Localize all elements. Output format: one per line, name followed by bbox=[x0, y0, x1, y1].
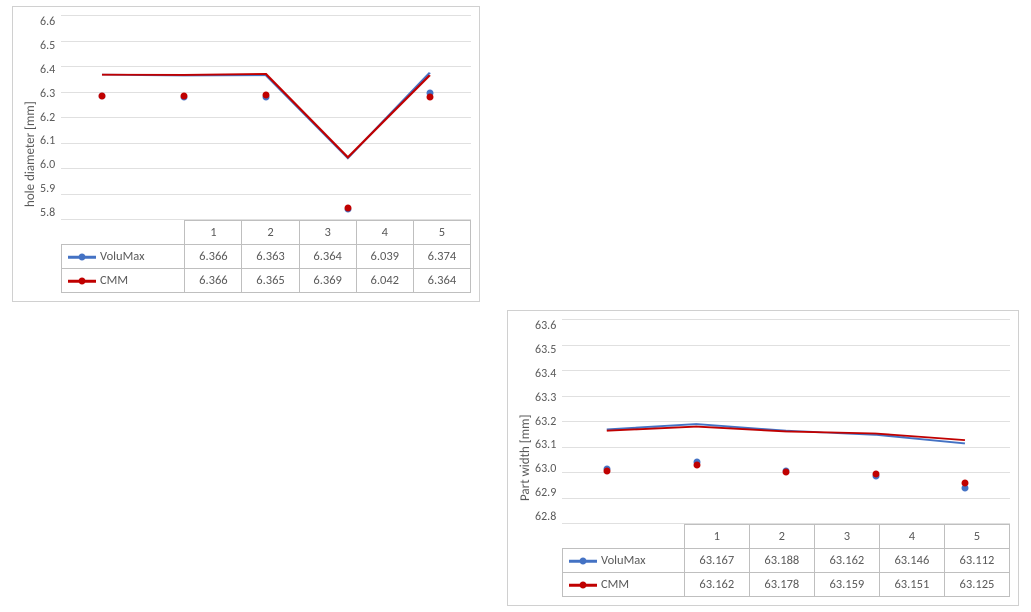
y-tick-label: 5.9 bbox=[40, 182, 55, 196]
series-name: CMM bbox=[100, 273, 128, 288]
data-cell: 6.042 bbox=[356, 269, 413, 293]
table-row: CMM 6.3666.3656.3696.0426.364 bbox=[62, 269, 471, 293]
category-header: 2 bbox=[242, 221, 299, 245]
y-axis-label: hole diameter [mm] bbox=[21, 15, 40, 293]
data-cell: 6.366 bbox=[185, 269, 242, 293]
data-point-marker bbox=[345, 205, 352, 212]
table-row: VoluMax 63.16763.18863.16263.14663.112 bbox=[563, 549, 1010, 573]
y-tick-label: 6.2 bbox=[40, 111, 55, 125]
data-point-marker bbox=[872, 471, 879, 478]
category-header: 1 bbox=[185, 221, 242, 245]
data-point-marker bbox=[263, 91, 270, 98]
data-cell: 63.146 bbox=[879, 549, 944, 573]
y-tick-label: 63.5 bbox=[535, 343, 556, 357]
data-cell: 6.369 bbox=[299, 269, 356, 293]
table-row: VoluMax 6.3666.3636.3646.0396.374 bbox=[62, 245, 471, 269]
data-cell: 63.178 bbox=[749, 573, 814, 597]
category-header: 2 bbox=[749, 525, 814, 549]
legend-cell: CMM bbox=[62, 269, 185, 293]
data-cell: 6.364 bbox=[413, 269, 470, 293]
y-tick-label: 6.0 bbox=[40, 158, 55, 172]
y-tick-label: 5.8 bbox=[40, 206, 55, 220]
category-header: 4 bbox=[356, 221, 413, 245]
y-axis-label: Part width [mm] bbox=[516, 319, 535, 597]
data-cell: 6.039 bbox=[356, 245, 413, 269]
legend-cell: VoluMax bbox=[62, 245, 185, 269]
data-point-marker bbox=[693, 462, 700, 469]
data-cell: 63.162 bbox=[684, 573, 749, 597]
data-cell: 63.125 bbox=[944, 573, 1009, 597]
series-name: VoluMax bbox=[100, 249, 145, 264]
y-tick-label: 6.1 bbox=[40, 134, 55, 148]
y-tick-label: 6.3 bbox=[40, 87, 55, 101]
y-tick-label: 63.1 bbox=[535, 438, 556, 452]
plot-area bbox=[562, 319, 1010, 524]
grid-line bbox=[562, 523, 1010, 524]
data-table: 12345VoluMax6.3666.3636.3646.0396.374CMM… bbox=[61, 220, 471, 293]
data-point-marker bbox=[962, 480, 969, 487]
category-header: 3 bbox=[299, 221, 356, 245]
legend-cell: VoluMax bbox=[563, 549, 685, 573]
data-point-marker bbox=[181, 93, 188, 100]
y-tick-label: 6.4 bbox=[40, 63, 55, 77]
chart-part-width: Part width [mm] 63.6 63.5 63.4 63.3 63.2 63.1… bbox=[507, 310, 1019, 606]
y-tick-label: 63.4 bbox=[535, 367, 556, 381]
data-cell: 6.365 bbox=[242, 269, 299, 293]
legend-swatch bbox=[68, 276, 96, 286]
legend-swatch bbox=[569, 556, 597, 566]
series-line bbox=[61, 15, 471, 219]
table-row: CMM 63.16263.17863.15963.15163.125 bbox=[563, 573, 1010, 597]
legend-swatch bbox=[569, 580, 597, 590]
data-point-marker bbox=[604, 467, 611, 474]
y-tick-label: 62.9 bbox=[535, 486, 556, 500]
chart-hole-diameter: hole diameter [mm] 6.6 6.5 6.4 6.3 6.2 6.1 6.0… bbox=[12, 6, 480, 302]
category-header: 5 bbox=[413, 221, 470, 245]
category-header: 1 bbox=[684, 525, 749, 549]
series-name: CMM bbox=[601, 577, 629, 592]
data-cell: 63.151 bbox=[879, 573, 944, 597]
data-table: 12345VoluMax63.16763.18863.16263.14663.1… bbox=[562, 524, 1010, 597]
table-blank-header bbox=[62, 221, 185, 245]
data-cell: 63.188 bbox=[749, 549, 814, 573]
y-tick-label: 62.8 bbox=[535, 510, 556, 524]
y-axis-ticks: 63.6 63.5 63.4 63.3 63.2 63.1 63.0 62.9 62.8 bbox=[535, 319, 562, 524]
y-tick-label: 6.6 bbox=[40, 15, 55, 29]
plot-area bbox=[61, 15, 471, 220]
y-tick-label: 63.2 bbox=[535, 415, 556, 429]
data-cell: 6.364 bbox=[299, 245, 356, 269]
legend-cell: CMM bbox=[563, 573, 685, 597]
y-tick-label: 63.6 bbox=[535, 319, 556, 333]
data-cell: 6.374 bbox=[413, 245, 470, 269]
category-header: 3 bbox=[814, 525, 879, 549]
data-cell: 63.112 bbox=[944, 549, 1009, 573]
series-line bbox=[562, 319, 1010, 523]
data-cell: 63.159 bbox=[814, 573, 879, 597]
series-name: VoluMax bbox=[601, 553, 646, 568]
data-point-marker bbox=[99, 93, 106, 100]
y-tick-label: 63.0 bbox=[535, 462, 556, 476]
y-tick-label: 6.5 bbox=[40, 39, 55, 53]
category-header: 5 bbox=[944, 525, 1009, 549]
y-axis-ticks: 6.6 6.5 6.4 6.3 6.2 6.1 6.0 5.9 5.8 bbox=[40, 15, 61, 220]
data-cell: 63.162 bbox=[814, 549, 879, 573]
data-point-marker bbox=[427, 93, 434, 100]
data-point-marker bbox=[783, 468, 790, 475]
category-header: 4 bbox=[879, 525, 944, 549]
y-tick-label: 63.3 bbox=[535, 391, 556, 405]
table-blank-header bbox=[563, 525, 685, 549]
legend-swatch bbox=[68, 252, 96, 262]
data-cell: 63.167 bbox=[684, 549, 749, 573]
data-cell: 6.363 bbox=[242, 245, 299, 269]
data-cell: 6.366 bbox=[185, 245, 242, 269]
grid-line bbox=[61, 219, 471, 220]
